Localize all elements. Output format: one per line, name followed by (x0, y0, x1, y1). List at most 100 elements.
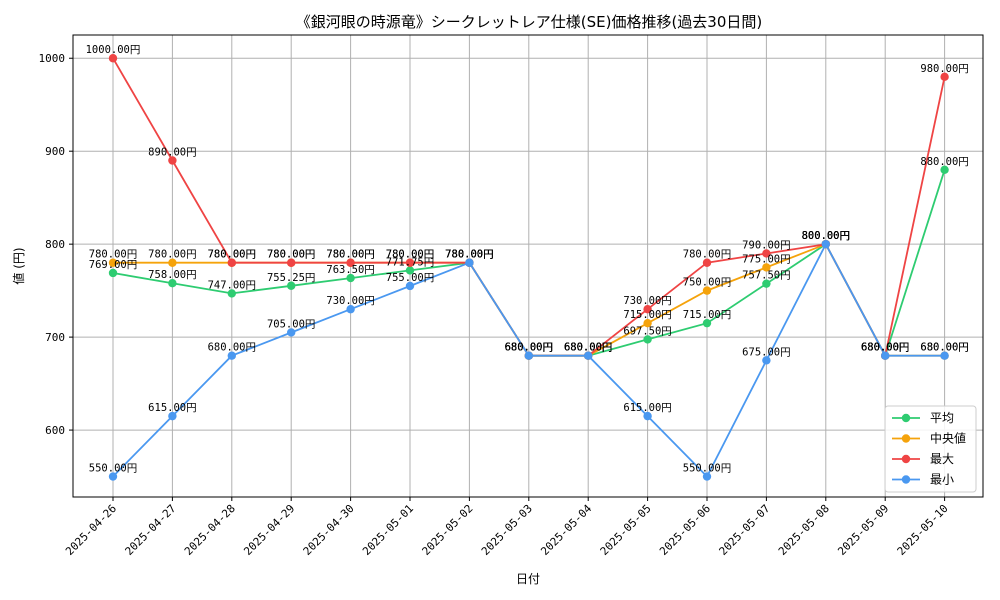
data-point (465, 258, 474, 267)
x-tick-label: 2025-05-08 (776, 502, 832, 558)
data-label: 780.00円 (386, 249, 434, 261)
data-point (227, 258, 236, 267)
data-point (762, 263, 771, 272)
data-label: 680.00円 (920, 342, 968, 354)
y-axis-ticks: 600 700 800 900 1000 (39, 52, 73, 437)
data-point (227, 351, 236, 360)
x-tick-label: 2025-05-06 (657, 502, 713, 558)
data-label: 680.00円 (861, 342, 909, 354)
data-label: 680.00円 (505, 342, 553, 354)
data-label: 780.00円 (445, 249, 493, 261)
x-tick-label: 2025-04-29 (241, 502, 297, 558)
data-point (287, 328, 296, 337)
data-point (702, 472, 712, 481)
data-label: 771.75円 (386, 256, 434, 268)
data-label: 680.00円 (861, 342, 909, 354)
chart-title: 《銀河眼の時源竜》シークレットレア仕様(SE)価格推移(過去30日間) (296, 13, 763, 31)
data-label: 880.00円 (920, 156, 968, 168)
data-label: 680.00円 (564, 342, 612, 354)
legend-marker (901, 434, 911, 443)
data-point (227, 289, 236, 298)
data-point (287, 281, 296, 290)
data-point (702, 258, 712, 267)
data-label: 757.50円 (742, 270, 790, 282)
x-tick-label: 2025-05-03 (479, 502, 535, 558)
data-label: 697.50円 (623, 325, 671, 337)
data-point (168, 258, 177, 267)
data-label: 780.00円 (148, 249, 196, 261)
legend-label: 最小 (930, 473, 954, 487)
data-label: 890.00円 (148, 146, 196, 158)
x-tick-label: 2025-05-04 (538, 502, 594, 558)
legend-marker (901, 454, 911, 464)
data-label: 680.00円 (920, 342, 968, 354)
data-labels: 769.00円 758.00円 747.00円 755.25円 763.50円 771.7… (86, 44, 969, 474)
data-label: 680.00円 (505, 342, 553, 354)
x-tick-label: 2025-05-07 (716, 502, 772, 558)
data-point (524, 351, 533, 360)
data-label: 769.00円 (89, 259, 137, 271)
data-label: 780.00円 (683, 249, 731, 261)
data-label: 780.00円 (386, 249, 434, 261)
data-label: 705.00円 (267, 318, 315, 330)
data-point (584, 351, 593, 360)
data-point (940, 165, 949, 174)
data-point (643, 335, 652, 344)
legend-label: 中央値 (930, 431, 966, 446)
data-label: 800.00円 (802, 230, 850, 242)
data-label: 680.00円 (564, 342, 612, 354)
data-label: 550.00円 (89, 463, 137, 475)
data-point (643, 305, 652, 314)
legend-marker (901, 413, 911, 423)
data-label: 680.00円 (861, 342, 909, 354)
x-tick-label: 2025-05-01 (360, 502, 416, 558)
data-point (346, 305, 355, 314)
legend-label: 最大 (930, 452, 954, 466)
data-label: 780.00円 (267, 249, 315, 261)
data-label: 780.00円 (445, 249, 493, 261)
data-label: 755.25円 (267, 272, 315, 284)
data-label: 615.00円 (148, 402, 196, 414)
data-label: 800.00円 (802, 230, 850, 242)
data-point (168, 411, 177, 421)
data-label: 780.00円 (208, 249, 256, 261)
legend-box (884, 405, 977, 493)
x-tick-label: 2025-05-02 (419, 502, 475, 558)
data-point (940, 351, 949, 360)
data-point (108, 258, 118, 267)
data-label: 780.00円 (208, 249, 256, 261)
data-point (762, 279, 771, 288)
x-tick-label: 2025-05-05 (598, 502, 654, 558)
data-label: 750.00円 (683, 277, 731, 289)
x-tick-label: 2025-04-30 (301, 502, 357, 558)
data-point (821, 239, 830, 249)
data-point (346, 258, 355, 267)
data-label: 780.00円 (326, 249, 374, 261)
x-tick-label: 2025-05-09 (835, 502, 891, 558)
data-label: 680.00円 (208, 342, 256, 354)
grid (73, 35, 983, 497)
series-group (108, 54, 949, 481)
data-point (168, 156, 177, 165)
data-label: 775.00円 (742, 253, 790, 265)
data-label: 730.00円 (623, 295, 671, 307)
data-label: 730.00円 (326, 295, 374, 307)
y-axis-label: 値 (円) (11, 247, 26, 284)
data-point (940, 72, 949, 82)
data-label: 980.00円 (920, 63, 968, 75)
y-tick-label: 900 (45, 145, 65, 158)
data-point (762, 356, 771, 365)
data-label: 680.00円 (564, 342, 612, 354)
data-label: 680.00円 (861, 342, 909, 354)
data-label: 780.00円 (89, 249, 137, 261)
data-point (405, 258, 415, 267)
data-point (762, 249, 771, 258)
data-point (108, 54, 118, 63)
x-tick-label: 2025-04-28 (182, 502, 238, 558)
data-point (168, 278, 177, 288)
data-label: 715.00円 (623, 309, 671, 321)
data-label: 747.00円 (208, 279, 256, 291)
data-point (346, 273, 355, 283)
data-label: 680.00円 (564, 342, 612, 354)
